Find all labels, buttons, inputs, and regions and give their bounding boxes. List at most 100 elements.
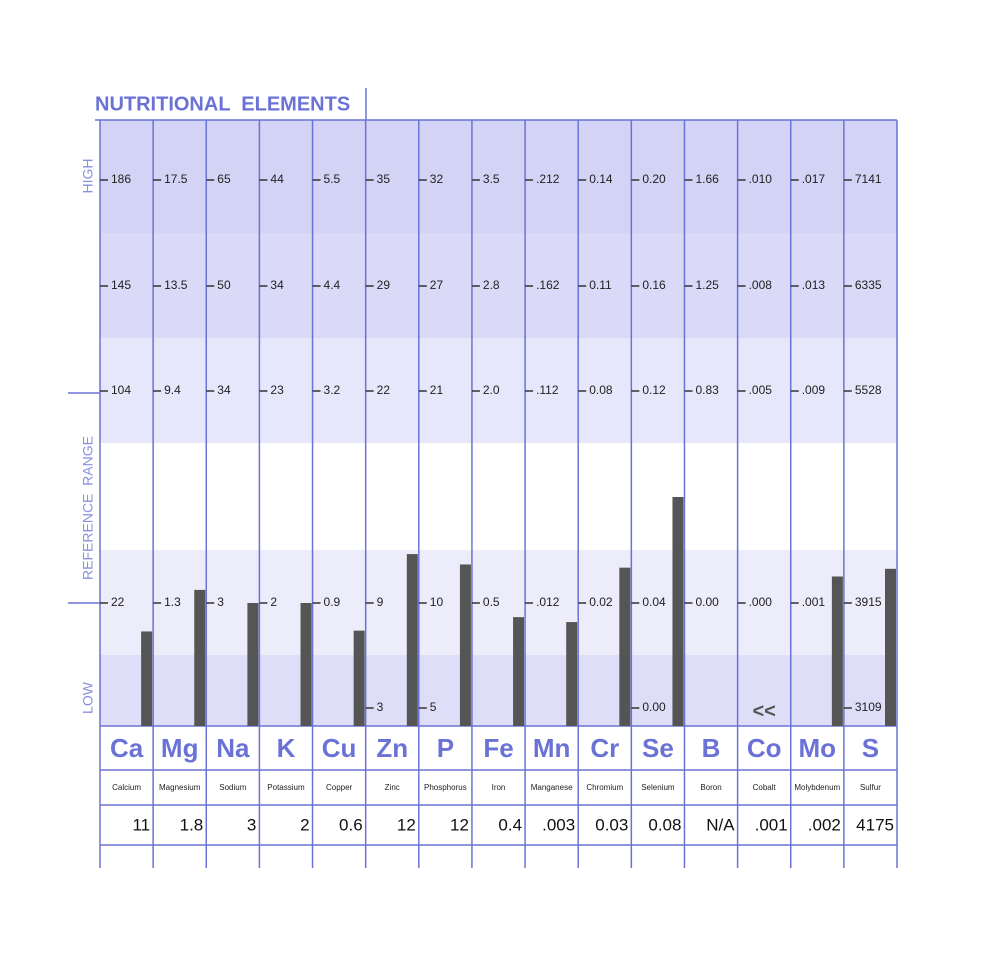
result-value: 3 [247,815,256,834]
element-name: Zinc [385,783,400,792]
tick-label: 21 [430,383,444,397]
bar [141,631,153,726]
element-name: Cobalt [753,783,777,792]
tick-label: 3.2 [324,383,341,397]
bar [831,576,843,726]
bar [300,603,312,726]
tick-label: 2.0 [483,383,500,397]
result-value: 12 [397,815,416,834]
element-symbol: Cr [590,733,619,763]
chart-title: NUTRITIONAL ELEMENTS [95,93,350,115]
tick-label: 50 [217,278,231,292]
tick-label: .212 [536,172,560,186]
bar [672,497,684,726]
result-value: 0.08 [648,815,681,834]
tick-label: 22 [377,383,391,397]
element-symbol: Co [747,733,782,763]
element-name: Phosphorus [424,783,467,792]
tick-label: 27 [430,278,444,292]
bar [459,564,471,726]
tick-label: 0.9 [324,595,341,609]
band-label: HIGH [80,159,96,194]
tick-label: 0.12 [642,383,666,397]
tick-label: 2.8 [483,278,500,292]
band-upper-range [100,338,897,443]
tick-label: 186 [111,172,131,186]
bar [619,567,631,726]
element-name: Copper [326,783,353,792]
tick-label: .012 [536,595,560,609]
tick-label: .162 [536,278,560,292]
result-value: N/A [706,815,735,834]
result-value: 0.03 [595,815,628,834]
element-symbol: Mg [161,733,199,763]
element-symbol: Se [642,733,674,763]
band-high [100,120,897,233]
element-symbol: Fe [483,733,513,763]
bar [406,554,418,726]
tick-label: 0.08 [589,383,613,397]
bar [513,617,525,726]
tick-label: 3109 [855,700,882,714]
element-symbol: P [437,733,454,763]
tick-label: 29 [377,278,391,292]
flag: << [752,700,775,722]
tick-label: 0.04 [642,595,666,609]
result-value: .003 [542,815,575,834]
result-value: 0.4 [498,815,522,834]
result-value: 1.8 [180,815,204,834]
tick-label: 2 [270,595,277,609]
tick-label: 1.66 [695,172,719,186]
tick-label: 6335 [855,278,882,292]
tick-label: 0.20 [642,172,666,186]
tick-label: 0.02 [589,595,613,609]
tick-label: 0.11 [589,278,612,292]
tick-label: 3915 [855,595,882,609]
band-low [100,655,897,726]
element-name: Iron [492,783,506,792]
tick-label: 0.00 [642,700,666,714]
tick-label: 9.4 [164,383,181,397]
bar [194,589,206,726]
element-name: Calcium [112,783,141,792]
tick-label: .008 [749,278,773,292]
tick-label: 145 [111,278,131,292]
element-symbol: Mo [799,733,837,763]
element-symbol: Zn [376,733,408,763]
tick-label: 0.14 [589,172,613,186]
tick-label: 3 [217,595,224,609]
result-value: .002 [808,815,841,834]
element-symbol: B [702,733,721,763]
band-label: LOW [80,681,96,714]
element-symbol: Ca [110,733,144,763]
bar [885,568,896,726]
tick-label: 1.3 [164,595,181,609]
bar [247,603,259,726]
tick-label: 5.5 [324,172,341,186]
tick-label: 1.25 [695,278,719,292]
tick-label: 35 [377,172,391,186]
element-symbol: S [862,733,879,763]
element-name: Boron [700,783,721,792]
tick-label: .009 [802,383,826,397]
result-value: 12 [450,815,469,834]
tick-label: 0.00 [695,595,719,609]
tick-label: .010 [749,172,773,186]
result-value: 2 [300,815,309,834]
tick-label: 3.5 [483,172,500,186]
tick-label: .000 [749,595,773,609]
tick-label: 3 [377,700,384,714]
tick-label: 0.5 [483,595,500,609]
tick-label: 13.5 [164,278,188,292]
tick-label: 0.83 [695,383,719,397]
element-name: Magnesium [159,783,201,792]
result-value: 0.6 [339,815,363,834]
tick-label: 44 [270,172,284,186]
tick-label: 65 [217,172,231,186]
tick-label: 34 [217,383,231,397]
element-name: Molybdenum [794,783,840,792]
tick-label: 7141 [855,172,882,186]
element-name: Sodium [219,783,246,792]
tick-label: .001 [802,595,826,609]
